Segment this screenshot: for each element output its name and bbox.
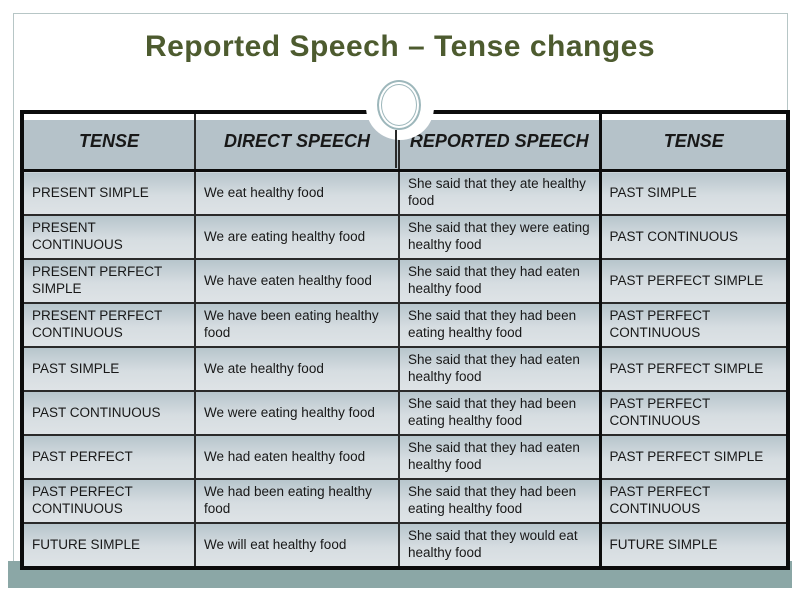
- cell-tense-left: PRESENT SIMPLE: [21, 169, 196, 216]
- cell-reported-speech: She said that they had eaten healthy foo…: [398, 346, 601, 392]
- cell-tense-right: PAST PERFECT CONTINUOUS: [598, 390, 789, 436]
- column-border-segment: [395, 130, 397, 168]
- cell-tense-left: FUTURE SIMPLE: [21, 522, 196, 569]
- cell-direct-speech: We will eat healthy food: [194, 522, 400, 569]
- table-row: PAST PERFECT We had eaten healthy food S…: [21, 434, 789, 480]
- table-row: PAST CONTINUOUS We were eating healthy f…: [21, 390, 789, 436]
- cell-reported-speech: She said that they would eat healthy foo…: [398, 522, 601, 569]
- tense-change-table: TENSE DIRECT SPEECH REPORTED SPEECH TENS…: [20, 110, 790, 570]
- cell-tense-right: PAST PERFECT SIMPLE: [598, 434, 789, 480]
- table-row: PAST PERFECT CONTINUOUS We had been eati…: [21, 478, 789, 524]
- cell-tense-right: PAST PERFECT CONTINUOUS: [598, 478, 789, 524]
- cell-direct-speech: We eat healthy food: [194, 169, 400, 216]
- cell-tense-right: PAST PERFECT CONTINUOUS: [598, 302, 789, 348]
- table-row: PRESENT SIMPLE We eat healthy food She s…: [21, 169, 789, 216]
- header-reported-speech: REPORTED SPEECH: [398, 111, 601, 172]
- slide-title: Reported Speech – Tense changes: [144, 30, 656, 63]
- cell-tense-left: PAST PERFECT: [21, 434, 196, 480]
- cell-reported-speech: She said that they had been eating healt…: [398, 478, 601, 524]
- cell-tense-left: PRESENT PERFECT SIMPLE: [21, 258, 196, 304]
- cell-tense-left: PAST SIMPLE: [21, 346, 196, 392]
- cell-tense-left: PAST CONTINUOUS: [21, 390, 196, 436]
- header-direct-speech: DIRECT SPEECH: [194, 111, 400, 172]
- cell-reported-speech: She said that they had eaten healthy foo…: [398, 258, 601, 304]
- cell-reported-speech: She said that they had been eating healt…: [398, 302, 601, 348]
- inner-ring-icon: [381, 84, 417, 126]
- cell-direct-speech: We had been eating healthy food: [194, 478, 400, 524]
- cell-reported-speech: She said that they had been eating healt…: [398, 390, 601, 436]
- cell-reported-speech: She said that they were eating healthy f…: [398, 214, 601, 260]
- cell-direct-speech: We had eaten healthy food: [194, 434, 400, 480]
- cell-direct-speech: We were eating healthy food: [194, 390, 400, 436]
- cell-tense-left: PRESENT PERFECT CONTINUOUS: [21, 302, 196, 348]
- double-ring-circle-icon: [377, 80, 421, 130]
- header-tense-right: TENSE: [598, 111, 789, 172]
- cell-direct-speech: We ate healthy food: [194, 346, 400, 392]
- cell-tense-left: PAST PERFECT CONTINUOUS: [21, 478, 196, 524]
- cell-reported-speech: She said that they had eaten healthy foo…: [398, 434, 601, 480]
- cell-tense-right: PAST PERFECT SIMPLE: [598, 258, 789, 304]
- cell-direct-speech: We are eating healthy food: [194, 214, 400, 260]
- header-tense-left: TENSE: [21, 111, 196, 172]
- cell-tense-right: PAST SIMPLE: [598, 169, 789, 216]
- cell-tense-right: PAST CONTINUOUS: [598, 214, 789, 260]
- cell-tense-right: FUTURE SIMPLE: [598, 522, 789, 569]
- table-row: PRESENT PERFECT CONTINUOUS We have been …: [21, 302, 789, 348]
- cell-tense-left: PRESENT CONTINUOUS: [21, 214, 196, 260]
- cell-tense-right: PAST PERFECT SIMPLE: [598, 346, 789, 392]
- cell-direct-speech: We have been eating healthy food: [194, 302, 400, 348]
- table-row: PRESENT CONTINUOUS We are eating healthy…: [21, 214, 789, 260]
- table-row: FUTURE SIMPLE We will eat healthy food S…: [21, 522, 789, 569]
- table-header-row: TENSE DIRECT SPEECH REPORTED SPEECH TENS…: [21, 111, 789, 172]
- cell-reported-speech: She said that they ate healthy food: [398, 169, 601, 216]
- table-row: PAST SIMPLE We ate healthy food She said…: [21, 346, 789, 392]
- cell-direct-speech: We have eaten healthy food: [194, 258, 400, 304]
- table-row: PRESENT PERFECT SIMPLE We have eaten hea…: [21, 258, 789, 304]
